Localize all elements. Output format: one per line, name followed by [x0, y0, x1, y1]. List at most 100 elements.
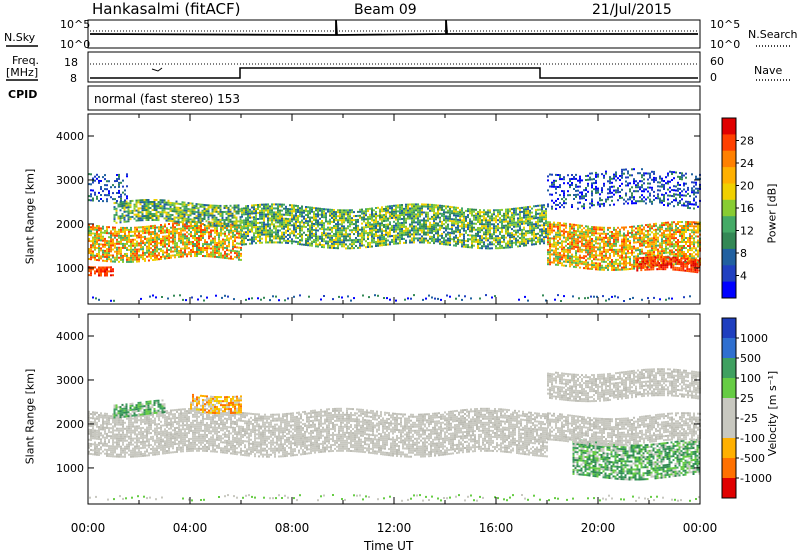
power-cell: [369, 243, 371, 246]
power-cell: [595, 258, 597, 261]
power-cell: [190, 225, 192, 228]
power-cell: [329, 244, 331, 247]
power-cell: [106, 258, 108, 261]
power-cell: [591, 238, 593, 240]
power-cell: [255, 208, 257, 211]
power-cell: [545, 234, 547, 237]
power-cell: [196, 231, 198, 233]
power-cell: [253, 234, 255, 237]
power-cell: [411, 215, 413, 218]
power-cell: [589, 251, 591, 254]
power-cell: [317, 237, 319, 240]
power-cell: [577, 246, 579, 249]
power-cell: [393, 212, 395, 215]
power-cell: [559, 254, 561, 257]
power-cell: [637, 247, 639, 250]
power-cell: [201, 203, 204, 206]
power-cell: [553, 243, 555, 246]
power-cell: [92, 254, 94, 257]
power-cell: [503, 224, 505, 227]
power-cell: [220, 254, 222, 257]
power-cell: [243, 231, 245, 234]
power-cell: [537, 204, 539, 207]
power-cell: [265, 233, 267, 236]
power-cell: [323, 244, 325, 247]
power-cell: [197, 219, 200, 222]
power-cell: [463, 213, 465, 216]
power-cell: [515, 211, 517, 214]
power-cell: [232, 239, 234, 242]
power-cell: [175, 212, 178, 215]
power-cell: [575, 254, 577, 257]
power-cell: [443, 211, 445, 214]
power-cell: [202, 245, 204, 247]
power-cell: [92, 252, 94, 255]
power-cell: [220, 240, 222, 243]
power-cell: [236, 246, 238, 249]
power-cell: [126, 256, 128, 259]
power-cell: [321, 236, 323, 238]
power-cell: [553, 225, 555, 228]
power-cell: [299, 227, 301, 230]
power-cell: [277, 211, 279, 214]
power-cell: [363, 212, 365, 215]
power-cell: [603, 230, 605, 233]
power-cell: [369, 229, 371, 232]
power-cell: [144, 259, 146, 262]
power-cell: [425, 211, 427, 214]
power-cell: [313, 219, 315, 221]
power-cell: [213, 220, 216, 223]
power-cell: [253, 212, 255, 215]
power-cell: [383, 218, 385, 220]
power-cell: [627, 248, 629, 251]
power-cell: [381, 232, 383, 235]
power-cell: [210, 255, 212, 258]
power-cell: [307, 242, 309, 245]
power-cell: [499, 221, 501, 224]
power-cell: [126, 228, 128, 231]
power-cell: [545, 218, 547, 221]
power-cell: [559, 256, 561, 259]
power-cell: [495, 239, 497, 242]
power-cell: [565, 244, 567, 247]
power-cell: [180, 241, 182, 244]
power-cell: [461, 233, 463, 236]
power-cell: [207, 222, 210, 225]
power-cell: [549, 247, 551, 250]
power-cell: [192, 247, 194, 249]
power-cell: [117, 217, 120, 220]
power-cell: [599, 248, 601, 251]
power-cell: [122, 260, 124, 263]
power-cell: [221, 225, 224, 227]
power-cell: [495, 241, 497, 244]
power-cell: [129, 210, 132, 213]
power-cell: [567, 255, 569, 257]
power-cell: [299, 211, 301, 214]
power-cell: [369, 213, 371, 216]
power-cell: [192, 241, 194, 243]
power-cell: [134, 250, 136, 253]
power-cell: [643, 226, 645, 229]
power-cell: [138, 234, 140, 237]
power-cell: [599, 252, 601, 255]
power-cell: [535, 227, 537, 230]
power-cell: [168, 243, 170, 245]
power-cell: [509, 238, 511, 241]
power-cell: [617, 252, 619, 255]
power-cell: [507, 228, 509, 231]
power-cell: [146, 231, 148, 234]
power-cell: [537, 208, 539, 211]
power-cell: [152, 239, 154, 241]
power-cell: [143, 209, 146, 212]
power-cell: [357, 220, 359, 223]
power-cell: [447, 217, 449, 220]
power-cell: [210, 247, 212, 250]
power-cell: [365, 212, 367, 215]
power-cell: [197, 213, 200, 216]
power-cell: [421, 235, 423, 238]
power-cell: [145, 213, 148, 215]
power-cell: [479, 217, 481, 220]
power-cell: [211, 208, 214, 211]
power-cell: [102, 231, 104, 234]
power-cell: [607, 264, 609, 267]
